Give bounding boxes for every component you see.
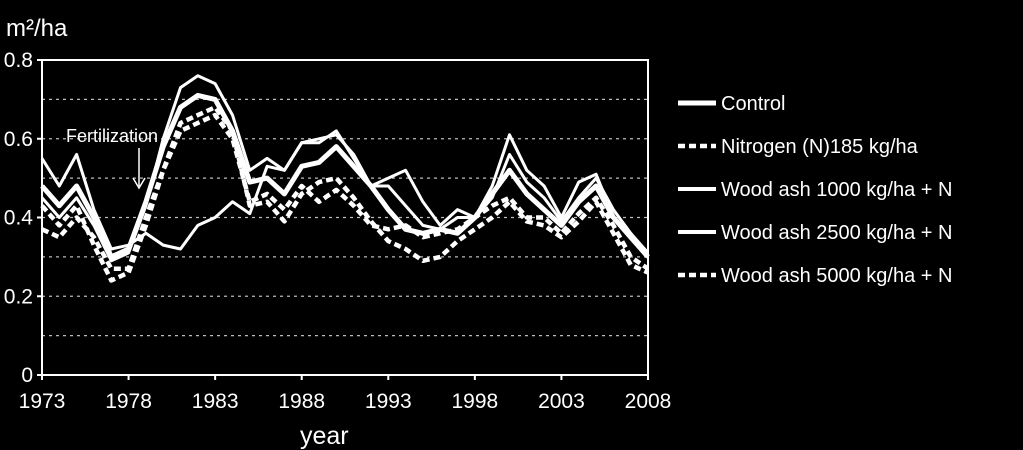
series-line-5	[40, 105, 649, 283]
legend-label: Control	[721, 93, 785, 115]
y-tick-label: 0	[21, 364, 33, 387]
fertilization-annotation: Fertilization	[66, 126, 158, 190]
y-tick-labels: 0 0.2 0.4 0.6 0.8	[4, 49, 34, 387]
x-tick-labels: 1973 1978 1983 1988 1993 1998 2003 2008	[19, 390, 672, 413]
y-tick-label: 0.2	[4, 285, 33, 308]
series-line-2	[41, 112, 650, 271]
y-axis-label: m²/ha	[6, 15, 68, 42]
annotation-label: Fertilization	[66, 126, 158, 146]
x-tick-label: 2003	[538, 390, 585, 413]
x-tick-label: 1998	[451, 390, 498, 413]
x-tick-label: 1978	[105, 390, 152, 413]
legend-label: Wood ash 5000 kg/ha + N	[721, 265, 952, 287]
legend-label: Wood ash 2500 kg/ha + N	[721, 222, 952, 244]
x-axis-label: year	[300, 422, 349, 450]
legend: Control Nitrogen (N)185 kg/ha Wood ash 100…	[678, 93, 952, 287]
axes	[37, 59, 649, 380]
y-tick-label: 0.6	[4, 128, 33, 151]
x-tick-label: 1973	[19, 390, 66, 413]
y-tick-label: 0.4	[4, 207, 34, 230]
series-line-4	[40, 74, 650, 263]
x-tick-label: 2008	[625, 390, 672, 413]
series-lines	[40, 74, 650, 283]
x-tick-label: 1988	[278, 390, 325, 413]
x-tick-label: 1983	[192, 390, 239, 413]
legend-label: Nitrogen (N)185 kg/ha	[721, 136, 919, 158]
legend-label: Wood ash 1000 kg/ha + N	[721, 179, 952, 201]
y-tick-label: 0.8	[4, 49, 33, 72]
annotation-arrow-head	[132, 177, 146, 190]
x-tick-label: 1993	[365, 390, 412, 413]
